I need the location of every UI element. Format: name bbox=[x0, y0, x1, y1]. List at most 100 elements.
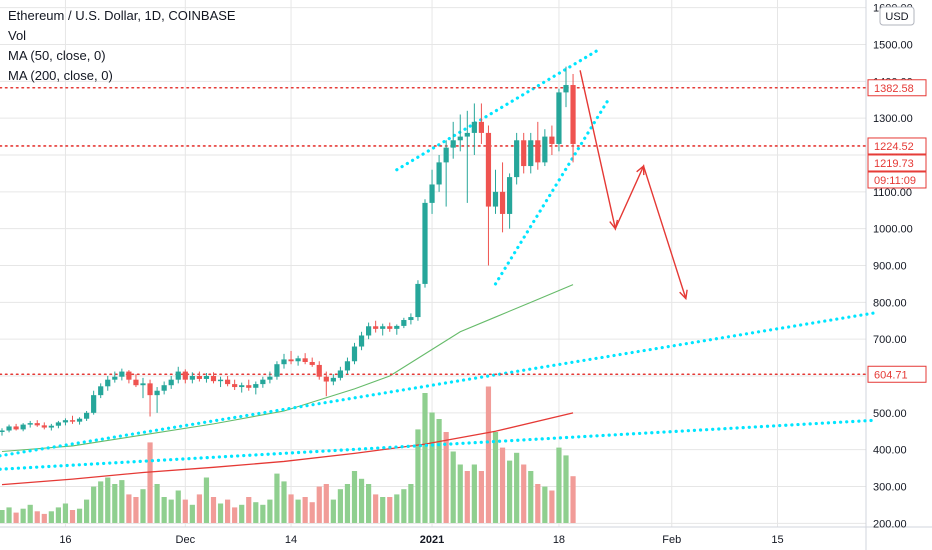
time-tick-label: 2021 bbox=[420, 534, 444, 546]
candle-body bbox=[91, 395, 97, 413]
candle-body bbox=[112, 376, 118, 380]
volume-bar bbox=[84, 499, 90, 523]
volume-bar bbox=[154, 484, 160, 523]
volume-bar bbox=[330, 499, 336, 523]
volume-bar bbox=[309, 502, 315, 523]
price-tick-label: 700.00 bbox=[873, 334, 907, 346]
legend-ma200[interactable]: MA (200, close, 0) bbox=[8, 68, 113, 83]
candle-body bbox=[422, 202, 428, 284]
candle-body bbox=[443, 147, 449, 163]
price-tick-label: 300.00 bbox=[873, 481, 907, 493]
candle-body bbox=[485, 132, 492, 207]
price-levels bbox=[0, 86, 867, 376]
volume-bar bbox=[105, 477, 111, 523]
volume-bar bbox=[373, 494, 379, 523]
volume-bar bbox=[316, 486, 322, 523]
price-label-box bbox=[867, 137, 927, 155]
candle-body bbox=[295, 358, 301, 362]
volume-bar bbox=[281, 481, 287, 523]
volume-bar bbox=[302, 497, 308, 523]
volume-bar bbox=[76, 508, 83, 523]
candle-body bbox=[6, 426, 12, 431]
candle-body bbox=[366, 326, 372, 336]
candle-body bbox=[274, 364, 280, 377]
volume-bar bbox=[34, 511, 40, 523]
candle-body bbox=[535, 140, 541, 163]
candle-body bbox=[239, 385, 245, 388]
volume-bar bbox=[189, 504, 195, 523]
legend-volume[interactable]: Vol bbox=[8, 28, 27, 43]
volume-bar bbox=[358, 478, 365, 523]
candle-body bbox=[84, 412, 90, 419]
symbol-title[interactable]: Ethereum / U.S. Dollar, 1D, COINBASE bbox=[8, 8, 236, 23]
ma200-line bbox=[1, 412, 574, 486]
time-tick-label: 16 bbox=[59, 534, 71, 546]
volume-bars bbox=[0, 386, 576, 523]
candle-body bbox=[563, 85, 569, 93]
volume-bar bbox=[6, 507, 12, 523]
price-label-text: 604.71 bbox=[874, 369, 908, 381]
candle-body bbox=[168, 379, 174, 386]
volume-bar bbox=[387, 497, 393, 523]
volume-bar bbox=[225, 499, 231, 523]
candle-body bbox=[76, 418, 83, 422]
candle-body bbox=[514, 140, 520, 178]
volume-bar bbox=[13, 512, 19, 523]
price-label-box bbox=[867, 171, 927, 189]
volume-bar bbox=[0, 510, 5, 523]
candle-body bbox=[281, 359, 287, 365]
candle-body bbox=[549, 136, 555, 144]
candle-body bbox=[464, 132, 470, 137]
candle-body bbox=[225, 379, 231, 385]
volume-bar bbox=[182, 499, 188, 523]
volume-bar bbox=[112, 484, 118, 523]
volume-bar bbox=[55, 507, 61, 523]
candle-body bbox=[358, 335, 365, 347]
candle-body bbox=[351, 346, 358, 362]
candle-body bbox=[373, 326, 379, 329]
volume-bar bbox=[69, 510, 76, 523]
candle-body bbox=[210, 375, 217, 382]
volume-bar bbox=[514, 452, 520, 523]
volume-bar bbox=[196, 494, 202, 523]
candle-body bbox=[246, 385, 252, 388]
candle-body bbox=[34, 423, 40, 426]
volume-bar bbox=[492, 432, 499, 523]
price-tick-label: 1100.00 bbox=[873, 187, 912, 199]
candle-body bbox=[20, 424, 26, 430]
candle-body bbox=[48, 425, 54, 428]
candle-body bbox=[154, 390, 160, 396]
volume-bar bbox=[436, 419, 442, 523]
candle-body bbox=[542, 136, 548, 163]
candle-body bbox=[337, 370, 343, 378]
volume-bar bbox=[161, 497, 167, 523]
candle-body bbox=[323, 376, 329, 382]
time-tick-label: 18 bbox=[553, 534, 565, 546]
currency-box bbox=[879, 6, 915, 26]
volume-bar bbox=[253, 502, 259, 523]
trendline bbox=[493, 98, 610, 286]
trendline bbox=[0, 418, 878, 471]
volume-bar bbox=[91, 486, 97, 523]
time-tick-label: 14 bbox=[285, 534, 297, 546]
candle-body bbox=[147, 383, 153, 396]
volume-bar bbox=[394, 494, 400, 523]
arrow-head bbox=[679, 289, 688, 301]
price-label-text: 1224.52 bbox=[874, 141, 914, 153]
candle-body bbox=[105, 379, 111, 387]
candle-body bbox=[133, 379, 139, 386]
price-label-box bbox=[867, 154, 927, 172]
candle-body bbox=[288, 359, 294, 362]
time-tick-label: Dec bbox=[176, 534, 196, 546]
volume-bar bbox=[147, 442, 153, 523]
volume-bar bbox=[457, 464, 463, 523]
volume-bar bbox=[549, 490, 555, 523]
projection-arrow bbox=[579, 70, 687, 299]
legend-ma50[interactable]: MA (50, close, 0) bbox=[8, 48, 106, 63]
trendline bbox=[0, 311, 878, 458]
candle-body bbox=[55, 422, 61, 426]
volume-bar bbox=[175, 490, 181, 523]
volume-bar bbox=[450, 451, 456, 523]
